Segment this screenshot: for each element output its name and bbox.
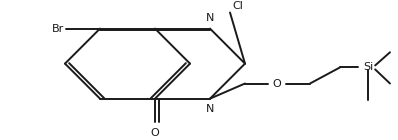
Text: Cl: Cl [232,1,243,11]
Text: Br: Br [52,24,64,34]
Text: O: O [150,128,159,138]
Text: N: N [206,13,214,23]
Text: N: N [206,104,214,114]
Text: Si: Si [363,62,373,72]
Text: O: O [273,79,281,88]
